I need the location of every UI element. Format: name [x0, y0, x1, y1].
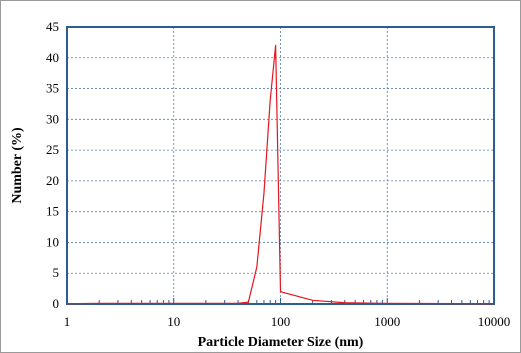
x-tick-label: 1 [64, 314, 71, 329]
y-tick-label: 20 [46, 173, 59, 188]
x-axis-tick-labels: 1 10 100 1000 10000 [64, 314, 511, 329]
y-tick-label: 30 [46, 111, 59, 126]
y-axis-tick-labels: 0 5 10 15 20 25 30 35 40 45 [46, 19, 59, 311]
x-axis-title: Particle Diameter Size (nm) [198, 335, 364, 350]
x-tick-label: 100 [271, 314, 291, 329]
plot-area [67, 27, 494, 304]
series-layer [66, 44, 495, 305]
y-tick-label: 5 [53, 265, 60, 280]
y-axis-title: Number (%) [10, 127, 25, 204]
y-tick-label: 25 [46, 142, 59, 157]
y-tick-label: 15 [46, 204, 59, 219]
plot-border [66, 26, 495, 305]
y-tick-label: 0 [53, 296, 60, 311]
x-tick-label: 1000 [374, 314, 400, 329]
y-tick-label: 45 [46, 19, 59, 34]
y-tick-label: 40 [46, 50, 59, 65]
y-tick-label: 35 [46, 81, 59, 96]
x-tick-label: 10000 [478, 314, 511, 329]
x-tick-label: 10 [167, 314, 180, 329]
size-distribution-line [66, 44, 495, 305]
y-tick-label: 10 [46, 234, 59, 249]
